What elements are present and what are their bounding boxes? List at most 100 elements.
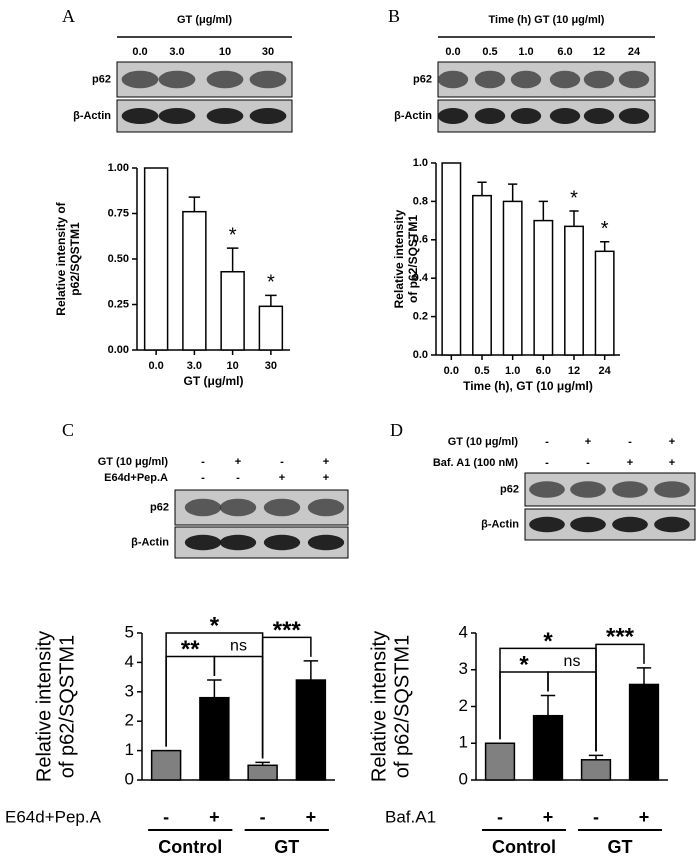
bar: [247, 764, 278, 781]
blot-header: Time (h) GT (10 μg/ml): [489, 14, 605, 26]
y-axis-title: Relative intensity: [368, 631, 390, 782]
group-label: GT: [608, 837, 633, 857]
blot-band: [583, 70, 615, 89]
blot-row-label: p62: [150, 501, 169, 513]
blot-band: [654, 481, 690, 498]
blot-header: GT (μg/ml): [177, 14, 232, 26]
lane-label: 30: [262, 46, 274, 58]
bar: [594, 250, 615, 356]
blot-band: [474, 70, 506, 89]
condition-sign: +: [669, 457, 675, 469]
y-axis-title: of p62/SQSTM1: [56, 635, 78, 778]
panel-letter: C: [62, 420, 74, 440]
bar: [143, 167, 169, 351]
blot-band: [307, 498, 345, 517]
blot-band: [158, 70, 196, 89]
blot-band: [263, 498, 301, 517]
significance-label: ns: [230, 638, 247, 655]
y-axis-title: Relative intensity: [33, 631, 55, 782]
blot-band: [618, 70, 650, 89]
error-bar: [207, 679, 222, 698]
significance-label: *: [543, 628, 553, 655]
blot-band: [474, 108, 506, 124]
condition-sign: -: [586, 457, 590, 469]
treatment-sign: +: [209, 807, 220, 827]
y-tick-label: 0.2: [413, 311, 428, 323]
bar: [441, 162, 462, 356]
lane-label: 0.5: [482, 46, 497, 58]
blot-band: [184, 498, 222, 517]
treatment-sign: +: [306, 807, 317, 827]
bar: [150, 749, 182, 781]
blot-row-label: β-Actin: [481, 518, 519, 530]
x-tick-label: 3.0: [187, 360, 202, 372]
treatment-sign: +: [543, 807, 554, 827]
condition-sign: -: [236, 472, 240, 484]
x-tick-label: 12: [568, 365, 580, 377]
lane-label: 6.0: [557, 46, 572, 58]
significance-label: *: [210, 612, 220, 639]
lane-label: 10: [219, 46, 231, 58]
blot-band: [529, 516, 565, 533]
y-tick-label: 1.0: [413, 157, 428, 169]
y-tick-label: 1: [459, 733, 468, 752]
blot-row-label: β-Actin: [394, 110, 432, 122]
blot-band: [437, 70, 469, 89]
bar: [532, 714, 564, 781]
treatment-label: E64d+Pep.A: [5, 807, 102, 826]
blot-band: [529, 481, 565, 498]
x-tick-label: 0.5: [474, 365, 489, 377]
condition-sign: +: [323, 456, 329, 468]
y-tick-label: 0.25: [108, 298, 129, 310]
significance-label: ns: [564, 653, 581, 670]
y-tick-label: 0: [459, 769, 468, 788]
condition-sign: -: [545, 457, 549, 469]
blot-band: [654, 516, 690, 533]
blot-band: [121, 70, 159, 89]
condition-label: GT (10 μg/ml): [98, 456, 169, 468]
error-bar: [588, 754, 604, 760]
condition-sign: -: [545, 436, 549, 448]
significance-star: *: [229, 224, 237, 246]
blot-band: [249, 70, 287, 89]
group-label: Control: [158, 837, 222, 857]
condition-label: GT (10 μg/ml): [448, 436, 519, 448]
treatment-sign: +: [639, 807, 650, 827]
y-tick-label: 0.0: [413, 349, 428, 361]
blot-band: [184, 534, 222, 551]
y-axis-title: Relative intensity: [392, 209, 406, 308]
error-bar: [265, 294, 277, 307]
error-bar: [303, 660, 319, 681]
y-tick-label: 0: [125, 769, 134, 788]
error-bar: [600, 240, 610, 252]
treatment-sign: -: [260, 807, 266, 827]
condition-sign: -: [280, 456, 284, 468]
lane-label: 0.0: [445, 46, 460, 58]
blot-band: [549, 108, 581, 124]
blot-band: [510, 70, 542, 89]
significance-label: *: [519, 651, 529, 678]
y-axis-title: p62/SQSTM1: [68, 222, 82, 296]
significance-star: *: [267, 272, 275, 294]
y-tick-label: 3: [459, 659, 468, 678]
treatment-sign: -: [163, 807, 169, 827]
error-bar: [636, 667, 652, 685]
error-bar: [508, 183, 518, 202]
blot-band: [206, 70, 244, 89]
blot-band: [219, 534, 257, 551]
bar: [533, 219, 554, 356]
group-label: GT: [274, 837, 299, 857]
condition-sign: -: [201, 456, 205, 468]
bar: [484, 742, 516, 781]
condition-sign: +: [627, 457, 633, 469]
error-bar: [540, 694, 556, 716]
blot-row-label: p62: [413, 73, 432, 85]
bar: [580, 759, 612, 781]
y-tick-label: 5: [125, 622, 134, 641]
y-tick-label: 0.50: [108, 253, 129, 265]
blot-band: [121, 108, 159, 124]
y-axis-title: of p62/SQSTM1: [406, 215, 420, 303]
blot-band: [206, 108, 244, 124]
